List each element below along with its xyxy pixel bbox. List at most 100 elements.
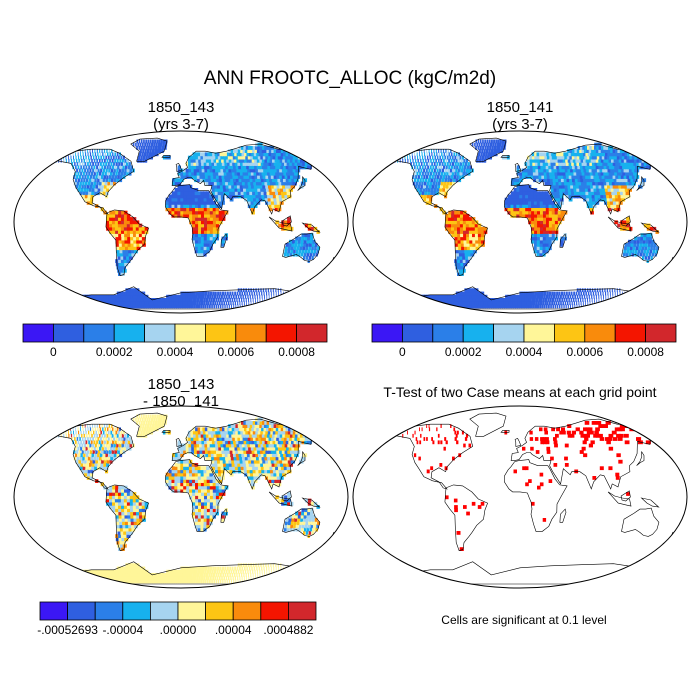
grid-cell	[465, 259, 470, 263]
grid-cell	[120, 498, 125, 503]
grid-cell	[174, 207, 178, 212]
grid-cell	[203, 301, 206, 306]
grid-cell	[111, 569, 116, 574]
grid-cell	[430, 158, 432, 163]
grid-cell	[261, 294, 263, 299]
grid-cell	[516, 188, 520, 192]
grid-cell	[144, 301, 149, 306]
grid-cell	[550, 184, 555, 189]
grid-cell	[469, 288, 474, 293]
grid-cell	[97, 155, 100, 160]
grid-cell	[182, 291, 186, 296]
grid-cell	[124, 518, 129, 522]
grid-cell	[459, 217, 464, 221]
grid-cell	[206, 201, 211, 205]
grid-cell	[493, 298, 498, 302]
grid-cell	[463, 230, 467, 234]
grid-cell	[217, 168, 222, 173]
grid-cell	[117, 223, 122, 228]
grid-cell	[234, 301, 236, 306]
grid-cell	[454, 155, 457, 160]
grid-cell	[470, 249, 474, 254]
grid-cell	[134, 524, 138, 529]
grid-cell	[460, 239, 465, 244]
grid-cell	[204, 213, 208, 218]
grid-cell	[280, 188, 285, 192]
grid-cell	[78, 184, 81, 189]
grid-cell	[596, 168, 602, 173]
grid-cell	[434, 175, 437, 179]
grid-cell	[642, 239, 646, 244]
grid-cell	[146, 417, 149, 422]
grid-cell	[563, 304, 565, 309]
grid-cell	[73, 155, 74, 160]
grid-cell	[429, 155, 431, 160]
grid-cell	[560, 301, 562, 306]
grid-cell	[426, 197, 430, 202]
grid-cell	[50, 566, 57, 571]
grid-cell	[634, 236, 638, 241]
grid-cell	[581, 149, 586, 153]
grid-cell	[535, 165, 539, 170]
grid-cell	[79, 466, 83, 471]
grid-cell	[83, 430, 85, 435]
grid-cell	[545, 191, 549, 196]
grid-cell	[130, 440, 133, 445]
grid-cell	[168, 476, 173, 480]
grid-cell	[94, 443, 97, 448]
grid-cell	[140, 414, 143, 419]
grid-cell	[138, 152, 141, 157]
grid-cell	[236, 291, 239, 296]
grid-cell	[101, 181, 105, 186]
grid-cell	[589, 298, 591, 302]
grid-cell	[66, 304, 73, 309]
grid-cell	[226, 191, 231, 196]
grid-cell	[269, 171, 275, 176]
grid-cell	[84, 459, 87, 464]
colorbar-tick-label: 0.0004	[506, 345, 543, 359]
grid-cell	[291, 162, 297, 166]
grid-cell	[458, 158, 461, 163]
grid-cell	[531, 213, 535, 218]
coastline-samerica	[105, 209, 149, 276]
grid-cell	[465, 298, 471, 302]
grid-cell	[536, 294, 539, 299]
grid-cell	[394, 301, 402, 306]
grid-cell	[239, 301, 241, 306]
grid-cell	[278, 194, 283, 199]
grid-cell	[530, 188, 535, 192]
grid-cell	[620, 301, 622, 306]
grid-cell	[307, 155, 314, 160]
grid-cell	[574, 178, 579, 183]
grid-cell	[284, 298, 286, 302]
grid-cell	[457, 236, 462, 241]
grid-cell	[563, 175, 568, 179]
grid-cell	[82, 446, 85, 451]
grid-cell	[310, 226, 315, 231]
grid-cell	[454, 213, 458, 218]
grid-cell	[603, 165, 609, 170]
grid-cell	[91, 191, 95, 196]
coastline-africa	[503, 184, 568, 257]
grid-cell	[586, 294, 588, 299]
grid-cell	[615, 168, 621, 173]
grid-cell	[614, 165, 619, 170]
grid-cell	[118, 534, 123, 538]
grid-cell	[168, 569, 172, 574]
grid-cell	[464, 249, 469, 254]
grid-cell	[143, 573, 147, 577]
grid-cell	[433, 301, 439, 306]
grid-cell	[257, 168, 263, 173]
grid-cell	[235, 149, 240, 153]
grid-cell	[428, 175, 432, 179]
grid-cell	[194, 243, 199, 247]
grid-cell	[229, 175, 234, 179]
grid-cell	[291, 243, 295, 247]
grid-cell	[165, 139, 168, 144]
grid-cell	[66, 298, 73, 302]
grid-cell	[469, 239, 473, 244]
grid-cell	[191, 188, 196, 192]
grid-cell	[550, 191, 555, 196]
grid-cell	[537, 210, 541, 215]
grid-cell	[95, 204, 99, 208]
